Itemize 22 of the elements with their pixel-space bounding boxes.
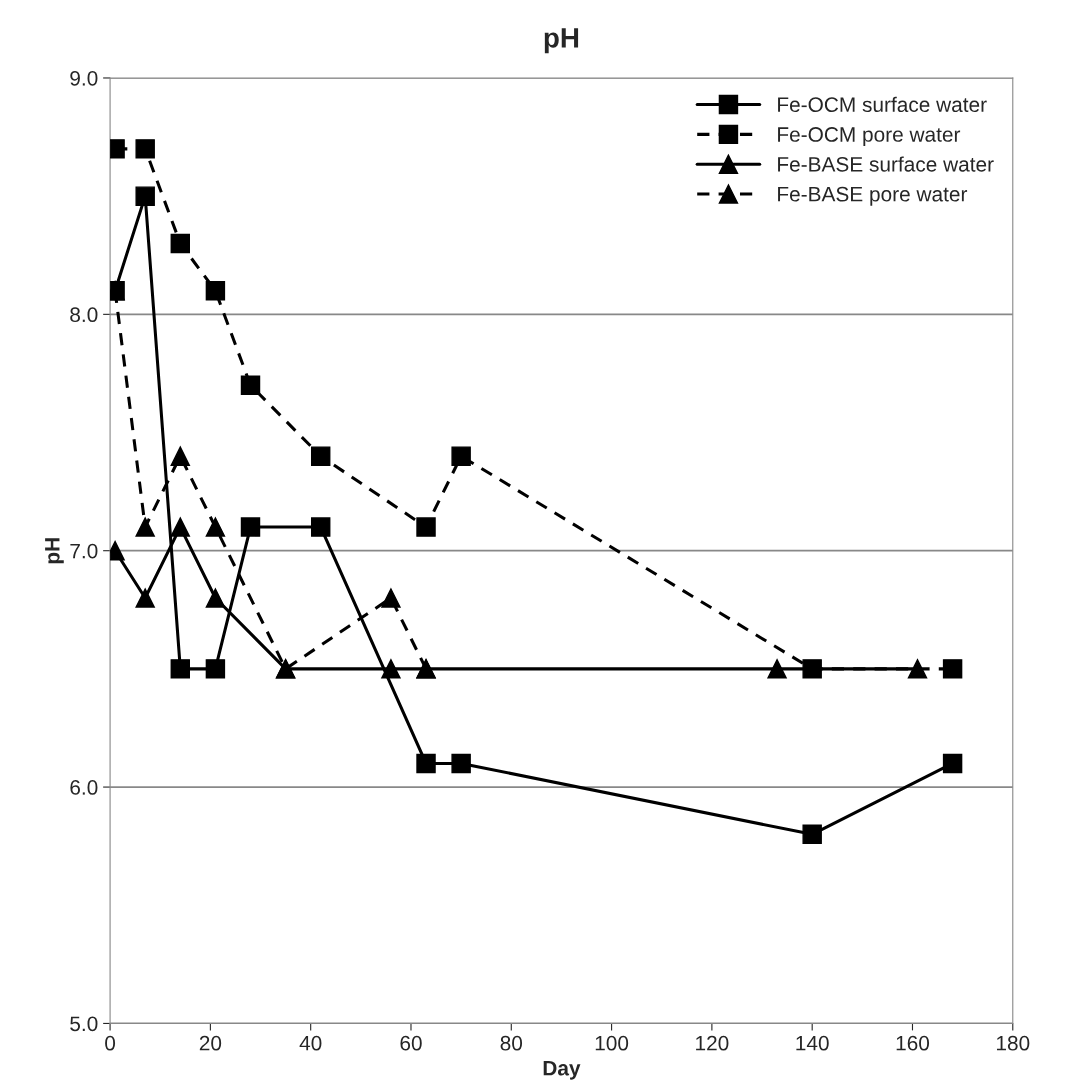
x-tick-label: 0 <box>105 1035 116 1051</box>
x-tick-label: 80 <box>500 1035 523 1051</box>
y-axis-title: pH <box>45 538 64 564</box>
x-tick-label: 20 <box>199 1035 222 1051</box>
legend-label: Fe-BASE pore water <box>778 186 968 206</box>
x-tick-label: 140 <box>796 1035 829 1051</box>
x-tick-label: 180 <box>996 1035 1030 1051</box>
legend-label: Fe-OCM pore water <box>778 127 961 146</box>
y-tick-label: 5.0 <box>70 1016 98 1032</box>
legend-label: Fe-BASE surface water <box>778 156 994 172</box>
y-tick-label: 7.0 <box>70 543 98 559</box>
y-tick-label: 6.0 <box>70 780 98 795</box>
y-tick-label: 9.0 <box>70 70 98 86</box>
y-tick-label: 8.0 <box>70 307 98 323</box>
x-tick-label: 40 <box>299 1035 322 1051</box>
chart-title: pH <box>544 28 579 54</box>
x-tick-label: 120 <box>696 1035 729 1051</box>
x-tick-label: 100 <box>595 1035 629 1051</box>
x-tick-label: 160 <box>896 1035 930 1051</box>
legend-label: Fe-OCM surface water <box>778 96 987 113</box>
x-tick-label: 60 <box>400 1035 422 1051</box>
x-axis-title: Day <box>543 1060 581 1080</box>
